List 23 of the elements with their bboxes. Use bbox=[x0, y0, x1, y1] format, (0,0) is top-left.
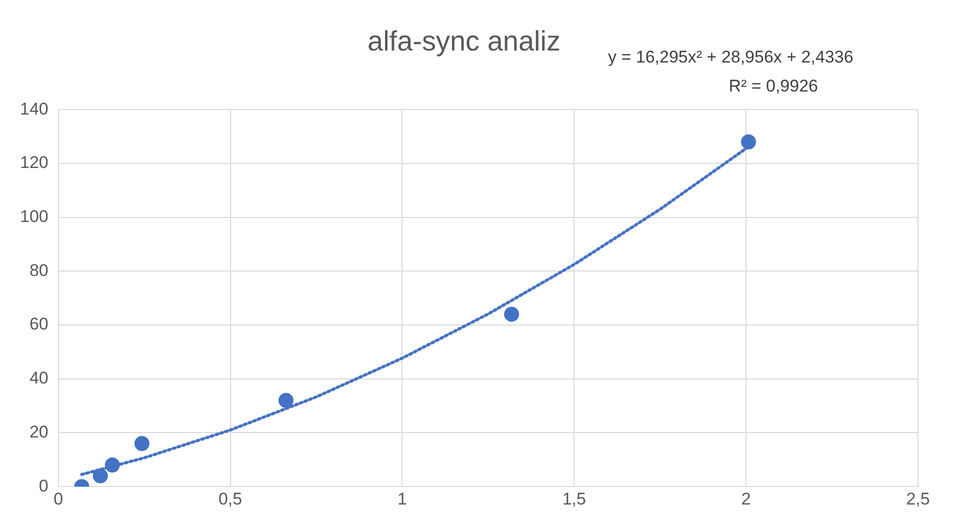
x-tick-label: 0,5 bbox=[218, 489, 242, 508]
point bbox=[134, 436, 150, 452]
text: y = 16,295x² + 28,956x + 2,4336 bbox=[608, 48, 854, 67]
y-tick-label: 100 bbox=[20, 207, 48, 226]
y-tick-label: 40 bbox=[29, 368, 48, 388]
x-tick-label: 1,5 bbox=[562, 489, 586, 508]
y-tick-label: 140 bbox=[20, 99, 48, 118]
point bbox=[740, 134, 756, 150]
x-tick-label: 2 bbox=[741, 489, 751, 508]
x-tick-label: 2,5 bbox=[906, 489, 930, 508]
point bbox=[104, 458, 120, 473]
point bbox=[278, 392, 294, 408]
x-tick-label: 1 bbox=[397, 489, 407, 508]
text: R² = 0,9926 bbox=[728, 76, 818, 96]
y-tick-label: 60 bbox=[29, 314, 48, 334]
point bbox=[92, 468, 108, 484]
y-tick-label: 20 bbox=[29, 422, 48, 442]
y-tick-label: 120 bbox=[20, 153, 48, 172]
point bbox=[504, 306, 520, 322]
chart-title: alfa-sync analiz bbox=[368, 26, 560, 57]
y-tick-label: 80 bbox=[29, 260, 48, 280]
x-tick-label: 0 bbox=[54, 489, 64, 508]
y-tick-label: 0 bbox=[38, 476, 48, 496]
